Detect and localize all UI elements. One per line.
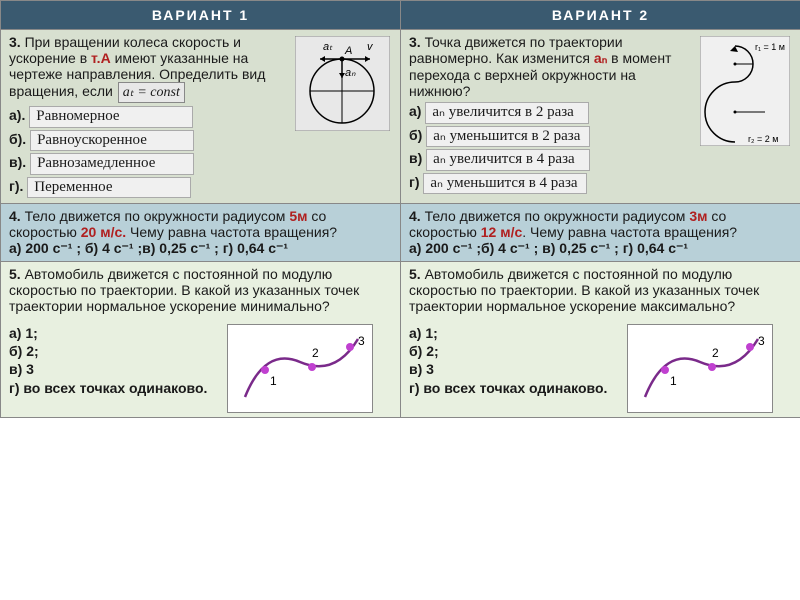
svg-text:1: 1 [270, 374, 277, 388]
ans-v: Равнозамедленное [30, 153, 194, 175]
q4v2-r: 3м [689, 208, 707, 224]
cell-v2-q5: 5. Автомобиль движется с постоянной по м… [401, 262, 800, 418]
q4-v: 20 м/с. [81, 224, 126, 240]
q4v2-num: 4. [409, 208, 421, 224]
q4-answers: а) 200 с⁻¹ ; б) 4 с⁻¹ ;в) 0,25 с⁻¹ ; г) … [9, 240, 288, 256]
q5v2-b: б) 2; [409, 343, 439, 359]
row-q3: aₜ A v aₙ 3. При вращении колеса скорост… [1, 30, 800, 204]
svg-text:1: 1 [670, 374, 677, 388]
q5v2-a: а) 1; [409, 325, 438, 341]
q5v2-text-b: Автомобиль движется с постоянной по моду… [409, 266, 759, 314]
header-row: ВАРИАНТ 1 ВАРИАНТ 2 [1, 1, 800, 30]
circle-diagram-icon: aₜ A v aₙ [295, 36, 390, 131]
label-A: A [344, 45, 352, 57]
q5-a: а) 1; [9, 325, 38, 341]
trajectory-diagram-v2: 1 2 3 [627, 324, 773, 413]
cell-v1-q3: aₜ A v aₙ 3. При вращении колеса скорост… [1, 30, 401, 204]
opt-v-label: в). [9, 154, 26, 170]
curve-icon: 1 2 3 [230, 327, 370, 407]
ans2-b: aₙ уменьшится в 2 раза [426, 126, 590, 148]
curve-icon-v2: 1 2 3 [630, 327, 770, 407]
ans-a: Равномерное [29, 106, 193, 128]
opt-a-label: а). [9, 107, 25, 123]
label-an: aₙ [345, 67, 356, 79]
ans-b: Равноускоренное [30, 130, 194, 152]
svg-text:3: 3 [358, 334, 365, 348]
formula-at-const: aₜ = const [118, 82, 185, 103]
q4v2-text-d: . Чему равна частота вращения? [522, 224, 737, 240]
row-q4: 4. Тело движется по окружности радиусом … [1, 204, 800, 262]
svg-text:2: 2 [312, 346, 319, 360]
q3-num: 3. [9, 34, 21, 50]
opt2-g-label: г) [409, 174, 420, 190]
label-at: aₜ [323, 41, 333, 53]
q5-text-b: Автомобиль движется с постоянной по моду… [9, 266, 359, 314]
opt2-a-label: а) [409, 103, 421, 119]
q4-r: 5м [289, 208, 307, 224]
label-r1: r₁ = 1 м [755, 42, 785, 52]
header-v2: ВАРИАНТ 2 [401, 1, 800, 30]
q4v2-v: 12 м/с [481, 224, 523, 240]
ans-g: Переменное [27, 177, 191, 199]
cell-v2-q3: r₁ = 1 м r₂ = 2 м 3. Точка движется по т… [401, 30, 800, 204]
q5-options: а) 1; б) 2; в) 3 г) во всех точках одина… [9, 324, 207, 397]
q3v2-an: аₙ [594, 50, 607, 66]
q3v2-num: 3. [409, 34, 421, 50]
q5v2-options: а) 1; б) 2; в) 3 г) во всех точках одина… [409, 324, 607, 397]
q5-b: б) 2; [9, 343, 39, 359]
s-curve-diagram-icon: r₁ = 1 м r₂ = 2 м [700, 36, 790, 146]
q5-num: 5. [9, 266, 21, 282]
opt2-v-label: в) [409, 150, 422, 166]
cell-v1-q5: 5. Автомобиль движется с постоянной по м… [1, 262, 401, 418]
q4v2-answers: а) 200 с⁻¹ ;б) 4 с⁻¹ ; в) 0,25 с⁻¹ ; г) … [409, 240, 688, 256]
opt-g-label: г). [9, 178, 23, 194]
q5-v: в) 3 [9, 361, 34, 377]
svg-text:3: 3 [758, 334, 765, 348]
svg-text:2: 2 [712, 346, 719, 360]
q3-pointA: т.А [91, 50, 111, 66]
label-r2: r₂ = 2 м [748, 134, 778, 144]
q4-text-b: Тело движется по окружности радиусом [21, 208, 290, 224]
variant-table: ВАРИАНТ 1 ВАРИАНТ 2 aₜ A v aₙ [0, 0, 800, 418]
cell-v2-q4: 4. Тело движется по окружности радиусом … [401, 204, 800, 262]
trajectory-diagram: 1 2 3 [227, 324, 373, 413]
ans2-a: aₙ увеличится в 2 раза [425, 102, 589, 124]
ans2-v: aₙ увеличится в 4 раза [426, 149, 590, 171]
q4-num: 4. [9, 208, 21, 224]
q5v2-v: в) 3 [409, 361, 434, 377]
cell-v1-q4: 4. Тело движется по окружности радиусом … [1, 204, 401, 262]
ans2-g: aₙ уменьшится в 4 раза [423, 173, 587, 195]
opt2-b-label: б) [409, 127, 422, 143]
q3v2-text-b: Точка движется по траектории равномерно.… [409, 34, 623, 66]
q5v2-g: г) во всех точках одинаково. [409, 380, 607, 396]
header-v1: ВАРИАНТ 1 [1, 1, 401, 30]
q4v2-text-b: Тело движется по окружности радиусом [421, 208, 690, 224]
row-q5: 5. Автомобиль движется с постоянной по м… [1, 262, 800, 418]
q5-g: г) во всех точках одинаково. [9, 380, 207, 396]
q4-text-d: Чему равна частота вращения? [126, 224, 337, 240]
q5v2-num: 5. [409, 266, 421, 282]
opt-b-label: б). [9, 131, 26, 147]
